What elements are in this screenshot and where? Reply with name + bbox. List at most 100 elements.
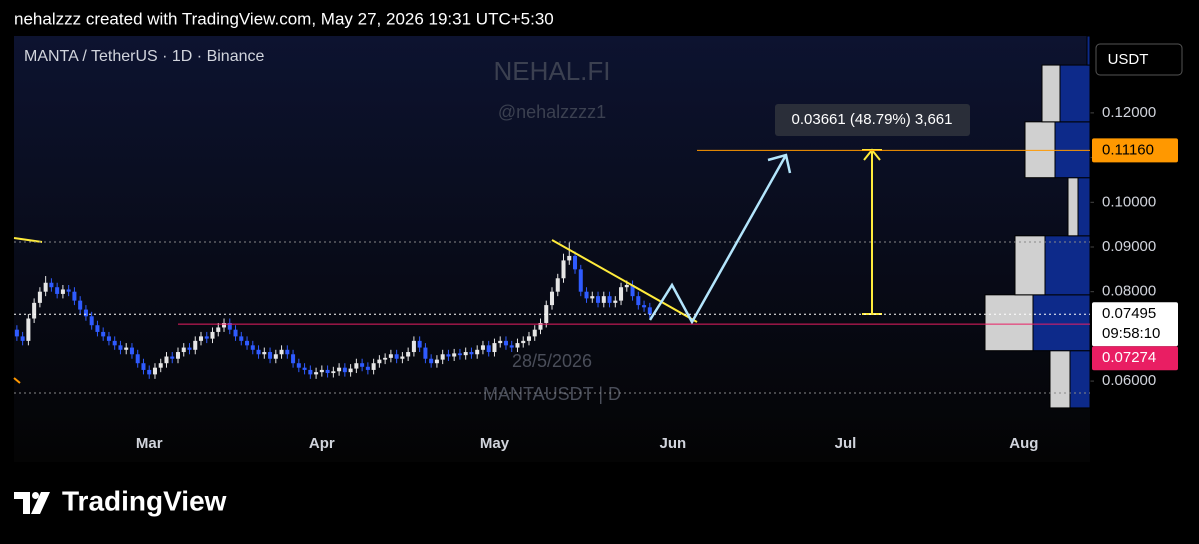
volume-profile-up	[1024, 121, 1056, 179]
candle-body	[32, 302, 37, 319]
candle-body	[452, 353, 457, 357]
trend-line	[13, 237, 43, 243]
candle-body	[285, 349, 290, 355]
currency-label: USDT	[1108, 51, 1149, 68]
logo-mark	[31, 492, 50, 514]
candle-body	[360, 363, 365, 367]
candle-body	[262, 352, 267, 355]
candle-body	[642, 305, 647, 308]
candle-body	[308, 369, 313, 375]
candle-body	[14, 329, 19, 337]
volume-profile-down	[1086, 35, 1091, 66]
candle-body	[55, 287, 60, 294]
volume-profile-up	[1049, 350, 1071, 409]
candle-body	[204, 336, 209, 339]
candle-body	[337, 367, 342, 372]
currency-button[interactable]	[1095, 43, 1183, 76]
candle-body	[440, 354, 445, 360]
candle-body	[296, 363, 301, 368]
footer-brand: TradingView	[62, 485, 227, 516]
header-text: nehalzzz created with TradingView.com, M…	[14, 9, 554, 28]
volume-profile-down	[1077, 177, 1091, 237]
candle-body	[49, 282, 54, 288]
candle-body	[573, 255, 578, 270]
candle-body	[601, 296, 606, 303]
candle-body	[498, 340, 503, 344]
candle-body	[457, 353, 462, 356]
candle-body	[147, 369, 152, 375]
projection-arrowhead	[767, 153, 792, 174]
candle-body	[394, 354, 399, 359]
candle-body	[26, 318, 31, 341]
candle-body	[227, 322, 232, 330]
candle-body	[78, 300, 83, 310]
candle-body	[66, 289, 71, 292]
x-tick-label: Apr	[309, 435, 335, 452]
logo-mark	[14, 492, 30, 514]
candle-body	[112, 340, 117, 346]
candle-body	[584, 291, 589, 299]
price-label: 0.07495	[1102, 305, 1156, 322]
candle-body	[463, 352, 468, 356]
candle-body	[469, 352, 474, 355]
x-tick-label: May	[480, 435, 510, 452]
candle-body	[331, 371, 336, 374]
candle-body	[619, 287, 624, 301]
candle-body	[624, 284, 629, 288]
candle-body	[256, 349, 261, 355]
price-label-box	[1092, 346, 1178, 371]
candle-body	[72, 291, 77, 301]
candle-body	[434, 359, 439, 364]
candle-body	[613, 300, 618, 303]
watermark-date: 28/5/2026	[512, 351, 592, 371]
price-label: 0.07274	[1102, 349, 1156, 366]
candle-body	[273, 354, 278, 359]
candle-body	[170, 356, 175, 359]
candle-body	[526, 336, 531, 341]
y-tick-label: 0.09000	[1102, 238, 1156, 255]
candle-body	[342, 367, 347, 373]
volume-profile-down	[1069, 350, 1091, 409]
candle-body	[383, 357, 388, 360]
candle-body	[268, 352, 273, 359]
candle-body	[538, 322, 543, 330]
candle-body	[250, 345, 255, 350]
candle-body	[515, 343, 520, 348]
projection-arrow	[648, 154, 788, 325]
candle-body	[503, 340, 508, 346]
x-tick-label: Jun	[659, 435, 686, 452]
volume-profile-down	[1059, 64, 1091, 123]
candle-body	[302, 367, 307, 370]
measure-label: 0.03661 (48.79%) 3,661	[792, 111, 953, 128]
candle-body	[596, 296, 601, 303]
candle-body	[480, 345, 485, 350]
candle-body	[475, 349, 480, 355]
volume-profile-down	[1032, 294, 1091, 352]
candle-body	[371, 363, 376, 370]
y-tick-label: 0.12000	[1102, 104, 1156, 121]
candle-body	[492, 343, 497, 353]
price-axis	[1090, 36, 1188, 462]
candle-body	[411, 340, 416, 353]
candle-body	[193, 340, 198, 350]
candle-body	[152, 367, 157, 375]
candle-body	[544, 305, 549, 323]
candle-body	[429, 358, 434, 364]
candle-body	[279, 349, 284, 355]
candle-body	[124, 347, 129, 350]
candle-body	[590, 296, 595, 299]
volume-profile-up	[984, 294, 1034, 352]
candle-body	[233, 329, 238, 337]
candle-body	[222, 322, 227, 328]
candle-body	[388, 354, 393, 358]
candle-body	[106, 336, 111, 341]
volume-profile-up	[1014, 235, 1046, 296]
candle-body	[607, 296, 612, 303]
candle-body	[291, 354, 296, 364]
candle-body	[446, 354, 451, 357]
candle-body	[555, 278, 560, 292]
candle-body	[89, 316, 94, 326]
price-label: 0.11160	[1102, 141, 1154, 158]
candle-body	[406, 352, 411, 357]
